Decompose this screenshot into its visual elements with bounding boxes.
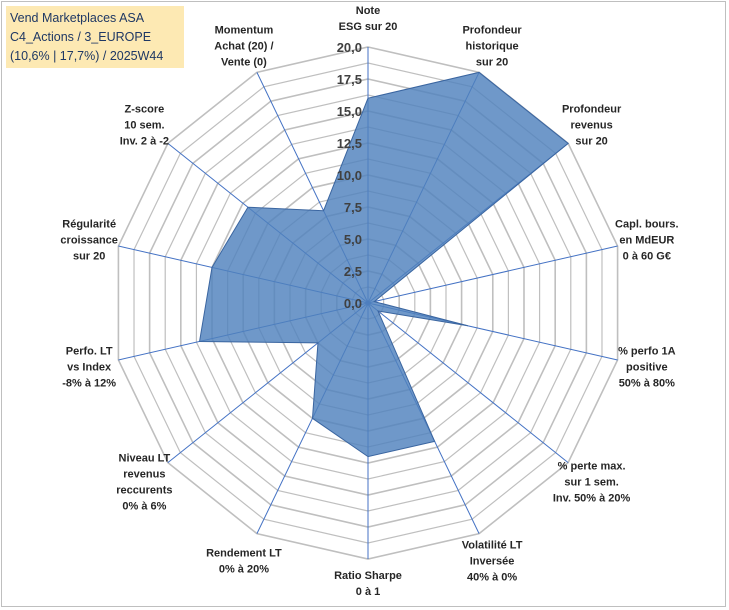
axis-label-line: Inv. 2 à -2 <box>120 136 169 148</box>
radar-axis-labels: Note ESG sur 20 Profondeur historique sur 20… <box>60 5 678 598</box>
axis-label-line: Ratio Sharpe <box>334 570 402 582</box>
axis-label-line: Inv. 50% à 20% <box>553 492 631 504</box>
axis-label-line: Z-score <box>125 104 165 116</box>
tick-label: 2,5 <box>344 264 362 279</box>
axis-label: Perfo. LT vs Index -8% à 12% <box>62 346 116 390</box>
axis-label-line: 0 à 60 G€ <box>623 250 671 262</box>
axis-label-line: Volatilité LT <box>462 540 523 552</box>
tick-label: 15,0 <box>337 104 362 119</box>
series-area <box>198 71 569 458</box>
tick-label: 17,5 <box>337 72 362 87</box>
axis-label: Ratio Sharpe 0 à 1 <box>334 570 402 598</box>
axis-label-line: % perte max. <box>558 460 626 472</box>
axis-label: % perfo 1A positive 50% à 80% <box>618 346 676 390</box>
axis-label: Profondeur historique sur 20 <box>462 24 522 68</box>
chart-title-box: Vend Marketplaces ASA C4_Actions / 3_EUR… <box>6 6 184 68</box>
tick-label: 0,0 <box>344 296 362 311</box>
axis-label: Niveau LT revenus reccurents 0% à 6% <box>116 452 172 512</box>
axis-label: Momentum Achat (20) / Vente (0) <box>214 24 273 68</box>
axis-spoke <box>367 302 569 464</box>
axis-label-line: Inversée <box>470 556 515 568</box>
axis-label-line: revenus <box>571 120 613 132</box>
axis-label: Note ESG sur 20 <box>339 5 398 33</box>
tick-label: 5,0 <box>344 232 362 247</box>
axis-label: Régularité croissance sur 20 <box>60 218 117 262</box>
axis-label-line: Perfo. LT <box>66 346 113 358</box>
axis-label-line: Profondeur <box>562 104 622 116</box>
axis-label-line: Momentum <box>215 24 274 36</box>
axis-label: Profondeur revenus sur 20 <box>562 104 622 148</box>
axis-label-line: historique <box>466 40 519 52</box>
tick-label: 20,0 <box>337 40 362 55</box>
radar-series <box>198 71 569 458</box>
axis-label-line: sur 20 <box>575 136 607 148</box>
axis-label-line: Note <box>356 5 380 17</box>
axis-label-line: en MdEUR <box>619 234 674 246</box>
tick-label: 12,5 <box>337 136 362 151</box>
axis-label-line: 50% à 80% <box>619 378 675 390</box>
axis-label: % perte max. sur 1 sem. Inv. 50% à 20% <box>553 460 631 504</box>
axis-label-line: Profondeur <box>462 24 522 36</box>
axis-label-line: Niveau LT <box>119 452 171 464</box>
axis-label-line: vs Index <box>67 362 112 374</box>
axis-label-line: Rendement LT <box>206 548 282 560</box>
axis-label-line: 10 sem. <box>124 120 164 132</box>
axis-label-line: positive <box>626 362 668 374</box>
axis-label-line: croissance <box>60 234 117 246</box>
tick-label: 7,5 <box>344 200 362 215</box>
title-company: Vend Marketplaces ASA <box>10 11 145 25</box>
axis-label-line: 0% à 6% <box>122 500 166 512</box>
title-category: C4_Actions / 3_EUROPE <box>10 30 152 44</box>
axis-label: Rendement LT 0% à 20% <box>206 548 282 576</box>
axis-label-line: sur 20 <box>73 250 105 262</box>
axis-label-line: 0% à 20% <box>219 564 269 576</box>
axis-label-line: Régularité <box>62 218 116 230</box>
axis-label-line: % perfo 1A <box>618 346 676 358</box>
axis-label: Volatilité LT Inversée 40% à 0% <box>462 540 523 584</box>
axis-spoke <box>367 245 618 304</box>
axis-label-line: Capl. bours. <box>615 218 679 230</box>
axis-label-line: sur 20 <box>476 56 508 68</box>
axis-label-line: 0 à 1 <box>356 586 380 598</box>
axis-label: Capl. bours. en MdEUR 0 à 60 G€ <box>615 218 679 262</box>
axis-label-line: -8% à 12% <box>62 378 116 390</box>
radar-tick-labels: 0,0 2,5 5,0 7,5 10,0 12,5 15,0 17,5 20,0 <box>337 40 362 311</box>
axis-label-line: Achat (20) / <box>214 40 273 52</box>
axis-label-line: ESG sur 20 <box>339 21 398 33</box>
tick-label: 10,0 <box>337 168 362 183</box>
axis-label-line: revenus <box>123 468 165 480</box>
axis-label: Z-score 10 sem. Inv. 2 à -2 <box>120 104 169 148</box>
axis-label-line: sur 1 sem. <box>564 476 618 488</box>
axis-label-line: reccurents <box>116 484 172 496</box>
axis-label-line: 40% à 0% <box>467 572 517 584</box>
title-stats: (10,6% | 17,7%) / 2025W44 <box>10 49 164 63</box>
axis-label-line: Vente (0) <box>221 56 267 68</box>
